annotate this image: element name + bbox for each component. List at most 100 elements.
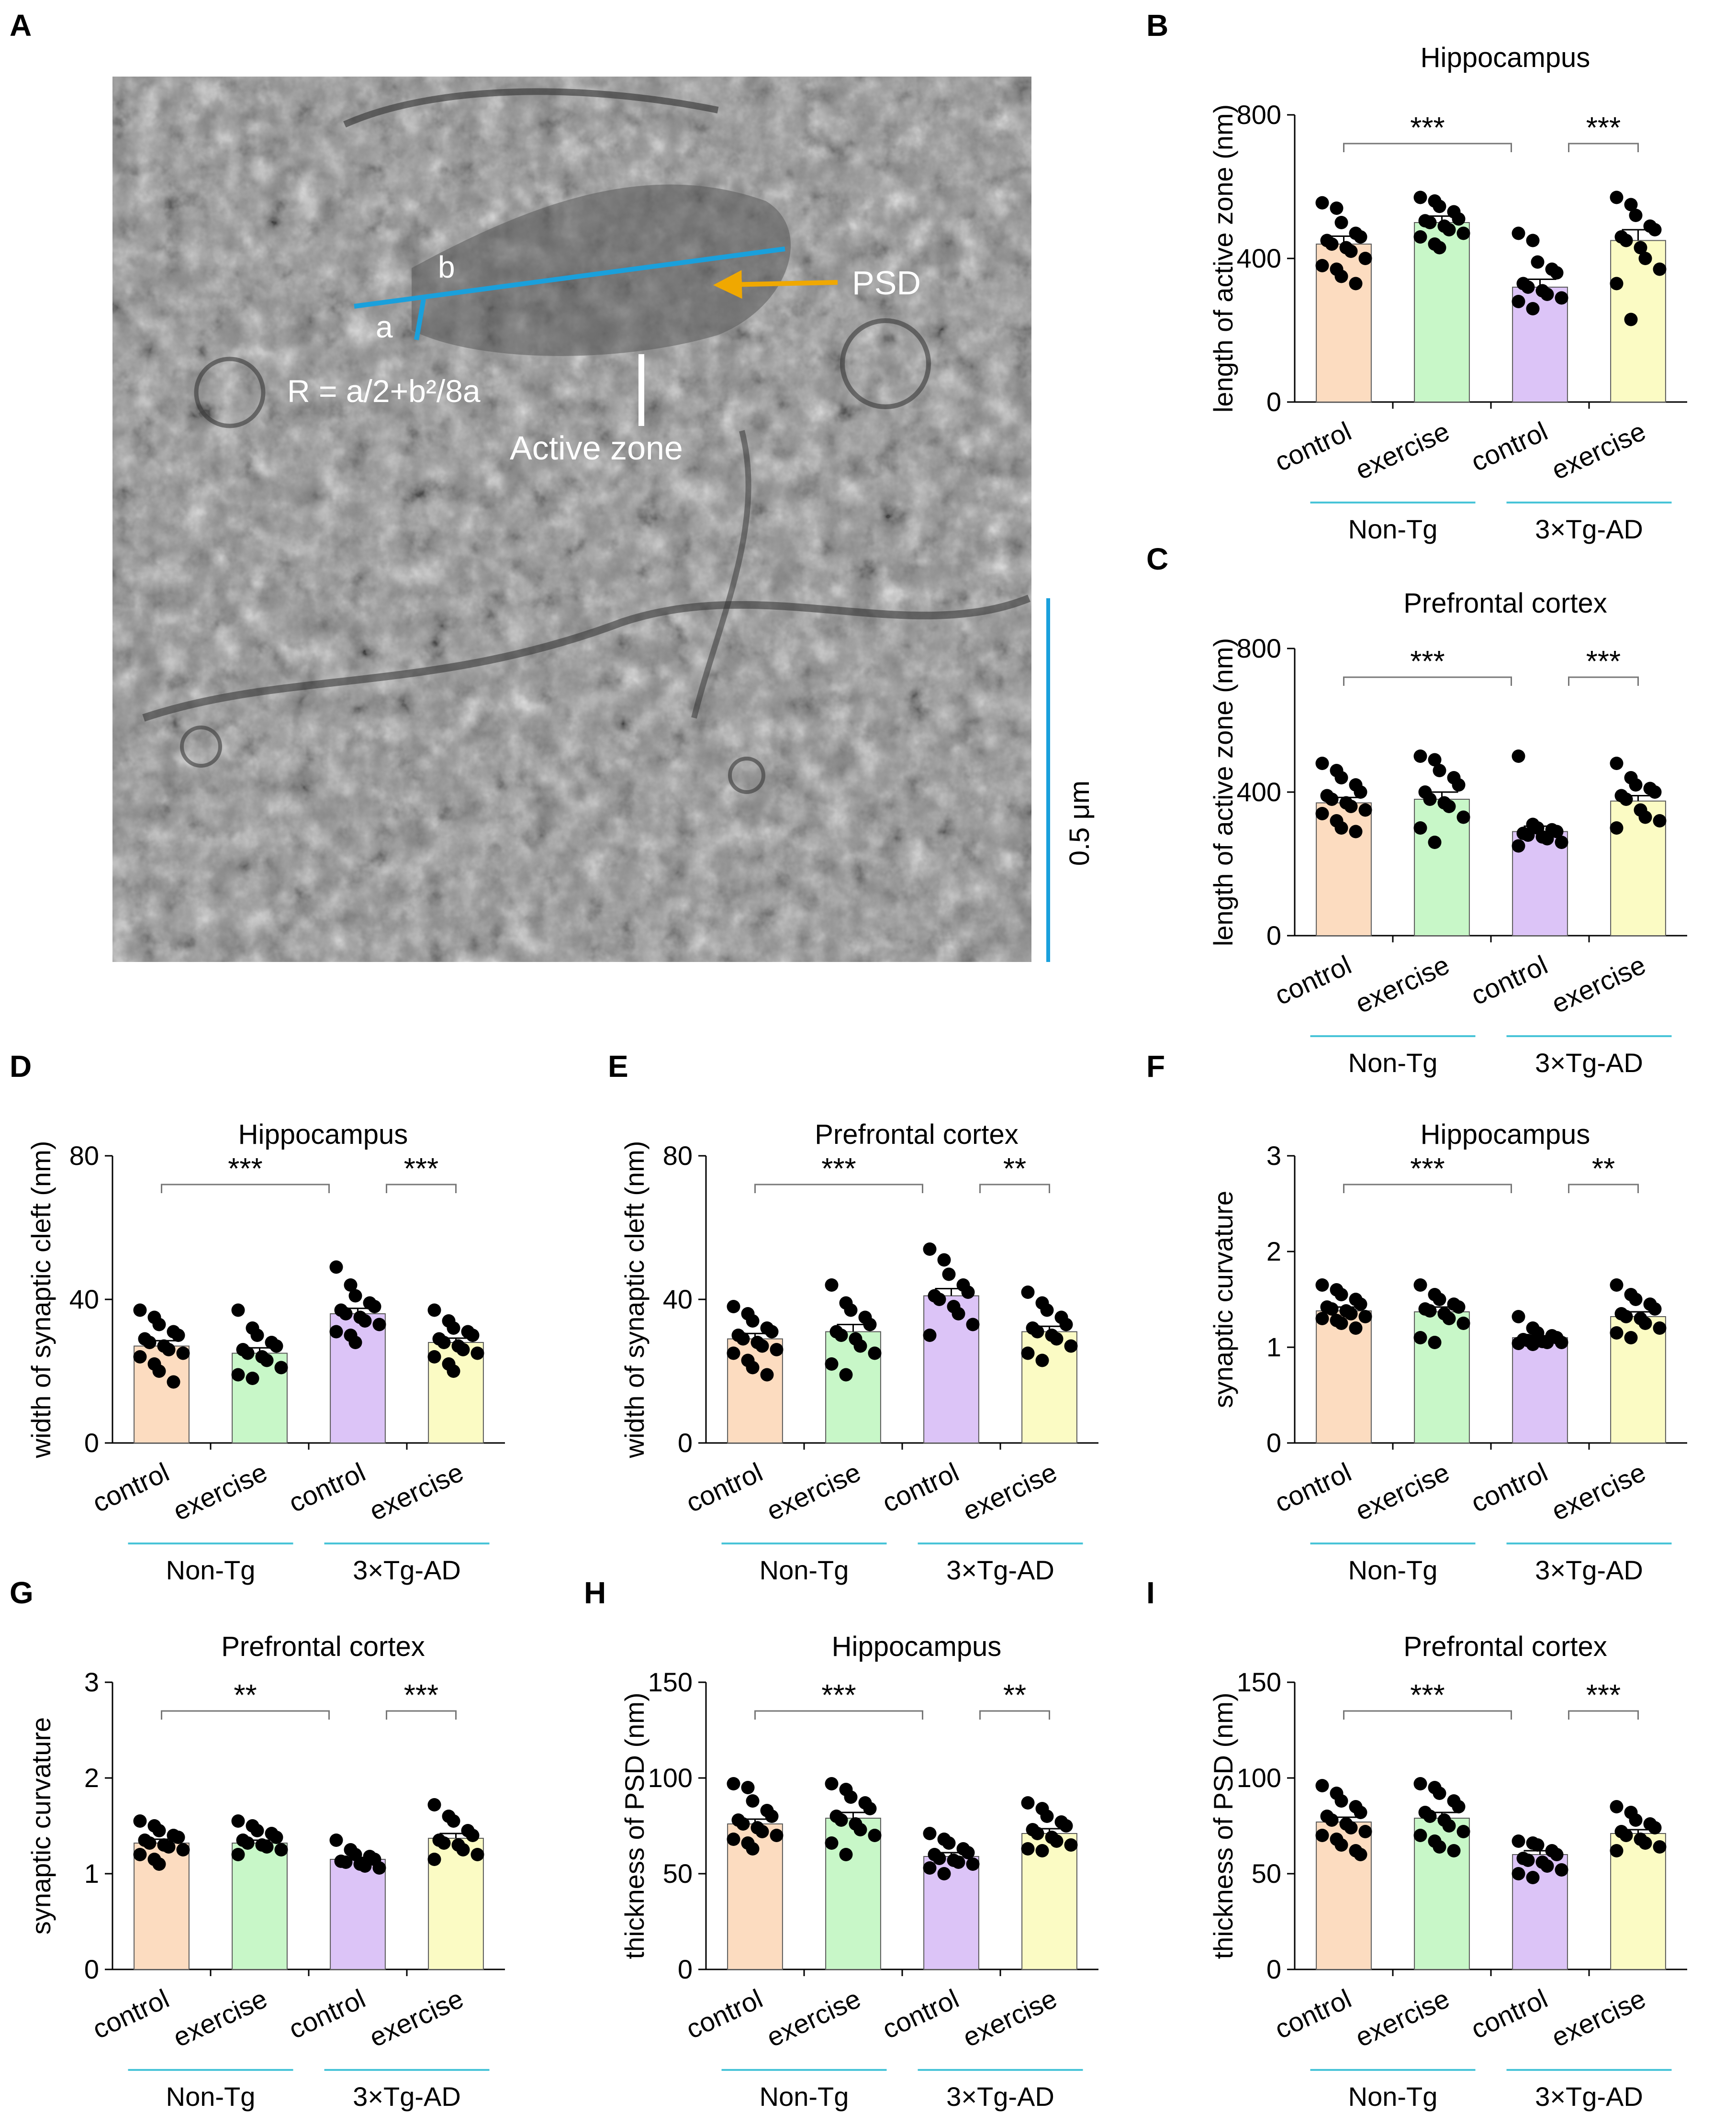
y-tick-label: 0 <box>678 1954 693 1984</box>
data-point <box>961 1286 975 1299</box>
data-point <box>162 1343 176 1356</box>
data-point <box>329 1260 343 1274</box>
data-point <box>1638 1836 1652 1850</box>
data-point <box>1555 836 1568 849</box>
data-point <box>961 1846 975 1859</box>
data-point <box>1040 1810 1054 1823</box>
data-point <box>746 1361 760 1375</box>
data-point <box>466 1829 480 1842</box>
data-point <box>176 1843 190 1856</box>
data-point <box>1531 255 1545 269</box>
significance-bracket <box>979 1184 1050 1193</box>
x-tick-label: exercise <box>1351 416 1454 485</box>
data-point <box>1358 1825 1372 1838</box>
data-point <box>1413 1278 1427 1292</box>
y-axis-label: synaptic curvature <box>26 1717 56 1934</box>
data-point <box>746 1794 760 1808</box>
data-point <box>1555 1336 1568 1349</box>
data-point <box>863 1802 877 1815</box>
y-tick-label: 400 <box>1237 777 1281 807</box>
data-point <box>1512 839 1525 853</box>
data-point <box>1021 1842 1035 1856</box>
data-point <box>1442 1312 1456 1325</box>
data-point <box>765 1810 779 1823</box>
bar <box>923 1856 979 1970</box>
data-point <box>1452 1800 1466 1813</box>
data-point <box>372 1861 386 1875</box>
data-point <box>1050 1834 1064 1848</box>
data-point <box>1334 216 1348 229</box>
data-point <box>466 1329 480 1342</box>
data-point <box>755 1339 769 1353</box>
data-point <box>1349 825 1363 838</box>
data-point <box>1452 212 1466 226</box>
data-point <box>1452 1300 1466 1314</box>
data-point <box>1050 1332 1064 1346</box>
data-point <box>427 1798 441 1811</box>
data-point <box>1315 1312 1329 1325</box>
data-point <box>1423 1810 1437 1823</box>
data-point <box>260 1840 274 1854</box>
label-a: a <box>376 310 393 344</box>
data-point <box>1550 266 1564 279</box>
data-point <box>1413 190 1427 204</box>
data-point <box>1433 1293 1446 1306</box>
bar <box>1512 1337 1568 1443</box>
panel-letter: D <box>10 1049 32 1084</box>
y-tick-label: 0 <box>84 1428 99 1458</box>
data-point <box>937 1253 951 1267</box>
y-tick-label: 50 <box>1252 1858 1281 1889</box>
data-point <box>231 1303 245 1317</box>
data-point <box>1610 1844 1624 1857</box>
data-point <box>1334 821 1348 835</box>
x-tick-label: exercise <box>958 1457 1062 1526</box>
data-point <box>1433 1840 1446 1854</box>
data-point <box>1354 230 1367 244</box>
data-point <box>1315 1779 1329 1792</box>
data-point <box>1325 237 1339 251</box>
significance-label: ** <box>1003 1679 1026 1712</box>
y-tick-label: 0 <box>84 1954 99 1984</box>
significance-label: *** <box>821 1679 856 1712</box>
label-b: b <box>438 250 455 284</box>
panel-e: E Prefrontal cortex 0 40 80 width of synaptic… <box>608 1049 1098 1585</box>
y-axis-label: width of synaptic cleft (nm) <box>619 1141 650 1459</box>
data-point <box>1059 1318 1073 1331</box>
data-point <box>1325 793 1339 806</box>
data-point <box>760 1368 774 1382</box>
data-point <box>727 1346 740 1360</box>
significance-bracket <box>1568 676 1639 686</box>
data-point <box>437 1836 451 1850</box>
y-tick-label: 0 <box>678 1428 693 1458</box>
significance-bracket <box>161 1710 330 1720</box>
data-point <box>143 1336 157 1349</box>
data-point <box>1550 1848 1564 1861</box>
data-point <box>269 1831 283 1844</box>
x-tick-label: exercise <box>1547 1457 1650 1526</box>
data-point <box>765 1325 779 1339</box>
significance-bracket <box>979 1710 1050 1720</box>
group-label: Non-Tg <box>166 2081 256 2112</box>
data-point <box>1334 1288 1348 1301</box>
data-point <box>952 1307 965 1320</box>
data-point <box>1358 252 1372 265</box>
bar <box>330 1859 386 1970</box>
data-point <box>1619 1829 1633 1842</box>
group-label: 3×Tg-AD <box>1535 2081 1643 2112</box>
data-point <box>727 1300 740 1313</box>
x-tick-label: control <box>284 1457 370 1518</box>
data-point <box>1648 223 1662 236</box>
data-point <box>274 1843 288 1856</box>
data-point <box>1433 241 1446 255</box>
data-point <box>966 1318 980 1331</box>
y-tick-label: 800 <box>1237 633 1281 663</box>
y-axis-label: synaptic curvature <box>1208 1191 1238 1408</box>
psd-label: PSD <box>852 264 921 302</box>
data-point <box>727 1777 740 1790</box>
x-tick-label: control <box>682 1983 767 2045</box>
data-point <box>923 1861 937 1875</box>
data-point <box>1423 216 1437 229</box>
